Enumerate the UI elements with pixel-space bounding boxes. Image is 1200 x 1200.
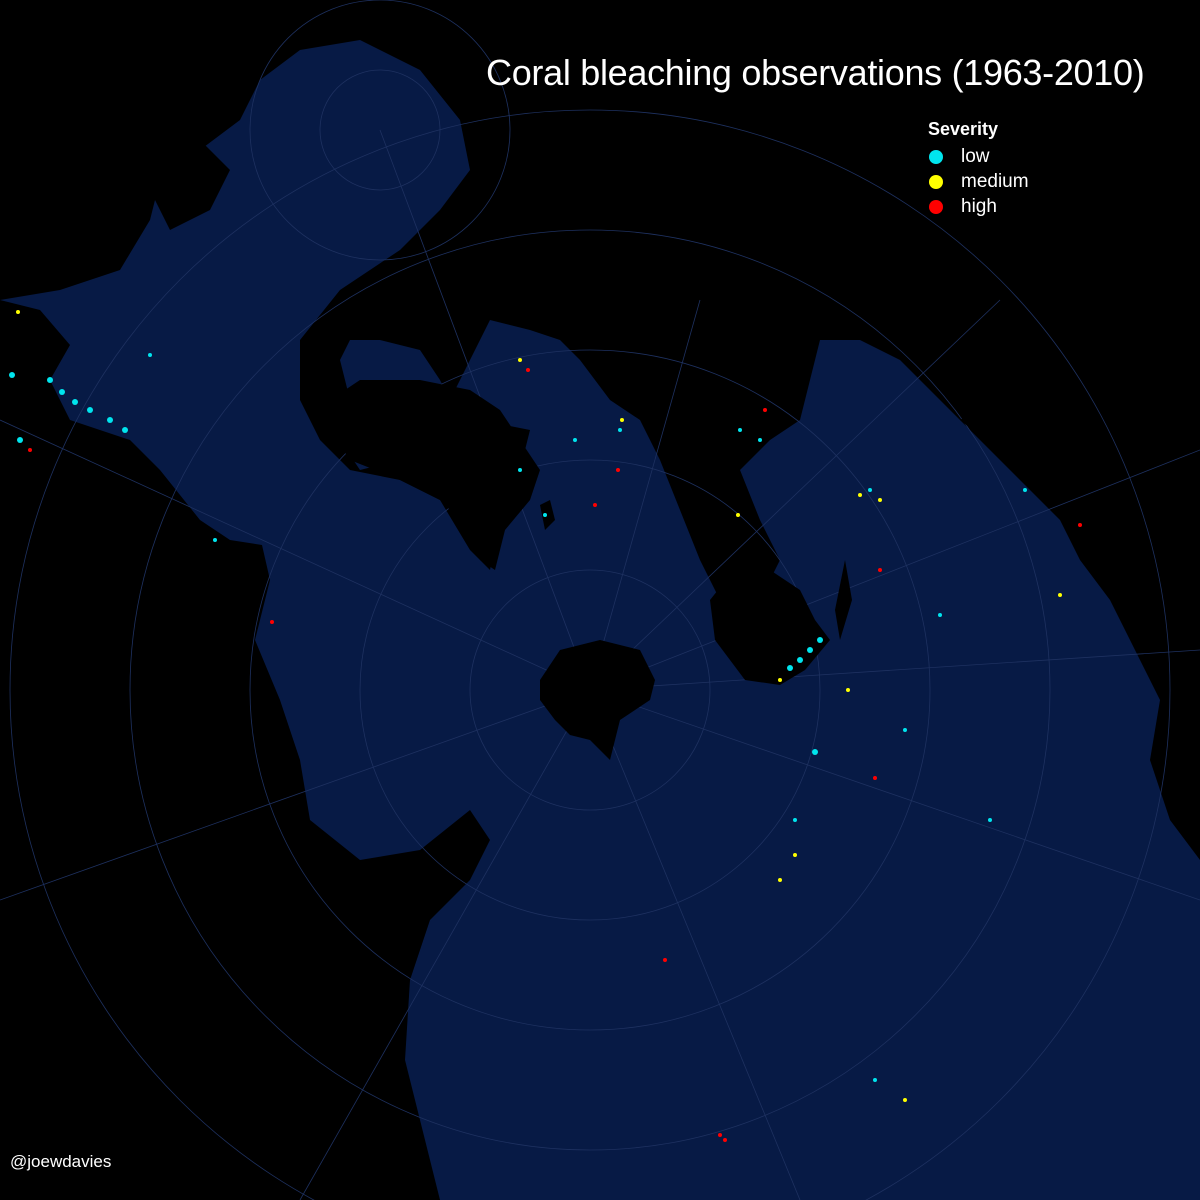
point [270, 620, 274, 624]
point [59, 389, 65, 395]
point [618, 428, 622, 432]
point [787, 665, 793, 671]
point [723, 1138, 727, 1142]
point [763, 408, 767, 412]
legend-item-high: high [928, 194, 1029, 219]
point [797, 657, 803, 663]
point [878, 498, 882, 502]
map-title: Coral bleaching observations (1963-2010) [486, 52, 1145, 93]
point [812, 749, 818, 755]
legend: Severity low medium high [928, 119, 1029, 219]
legend-label: low [961, 145, 990, 167]
greenland [150, 140, 230, 230]
legend-title: Severity [928, 119, 999, 139]
point [873, 776, 877, 780]
point [878, 568, 882, 572]
point [903, 728, 907, 732]
africa [330, 380, 540, 570]
point [543, 513, 547, 517]
point [518, 468, 522, 472]
legend-label: medium [961, 170, 1029, 192]
point [988, 818, 992, 822]
observation-points [9, 310, 1082, 1142]
point [938, 613, 942, 617]
island-ne [960, 405, 1000, 440]
point [778, 878, 782, 882]
point [1058, 593, 1062, 597]
point [620, 418, 624, 422]
point [518, 358, 522, 362]
point [817, 637, 823, 643]
legend-label: high [961, 195, 997, 217]
point [593, 503, 597, 507]
point [28, 448, 32, 452]
point [573, 438, 577, 442]
point [616, 468, 620, 472]
points-low [9, 353, 1027, 1082]
point [846, 688, 850, 692]
point [868, 488, 872, 492]
legend-swatch-medium [929, 174, 943, 189]
point [1078, 523, 1082, 527]
author-credit: @joewdavies [10, 1152, 112, 1171]
point [122, 427, 128, 433]
island-e [1080, 500, 1120, 560]
legend-item-medium: medium [928, 169, 1029, 194]
point [17, 437, 23, 443]
new-zealand [835, 560, 852, 640]
ocean [0, 40, 1200, 1200]
australia [710, 570, 830, 685]
point [778, 678, 782, 682]
point [858, 493, 862, 497]
point [9, 372, 15, 378]
point [807, 647, 813, 653]
point [213, 538, 217, 542]
point [663, 958, 667, 962]
point [72, 399, 78, 405]
point [148, 353, 152, 357]
point [873, 1078, 877, 1082]
point [87, 407, 93, 413]
point [1023, 488, 1027, 492]
point [16, 310, 20, 314]
point [736, 513, 740, 517]
point [793, 818, 797, 822]
point [738, 428, 742, 432]
point [718, 1133, 722, 1137]
point [758, 438, 762, 442]
legend-swatch-high [929, 199, 943, 214]
points-high [28, 368, 1082, 1142]
point [903, 1098, 907, 1102]
point [526, 368, 530, 372]
antarctica [540, 640, 655, 760]
legend-swatch-low [929, 149, 943, 164]
point [107, 417, 113, 423]
point [47, 377, 53, 383]
legend-item-low: low [928, 144, 1029, 169]
point [793, 853, 797, 857]
points-medium [16, 310, 1062, 1102]
madagascar [540, 500, 555, 530]
